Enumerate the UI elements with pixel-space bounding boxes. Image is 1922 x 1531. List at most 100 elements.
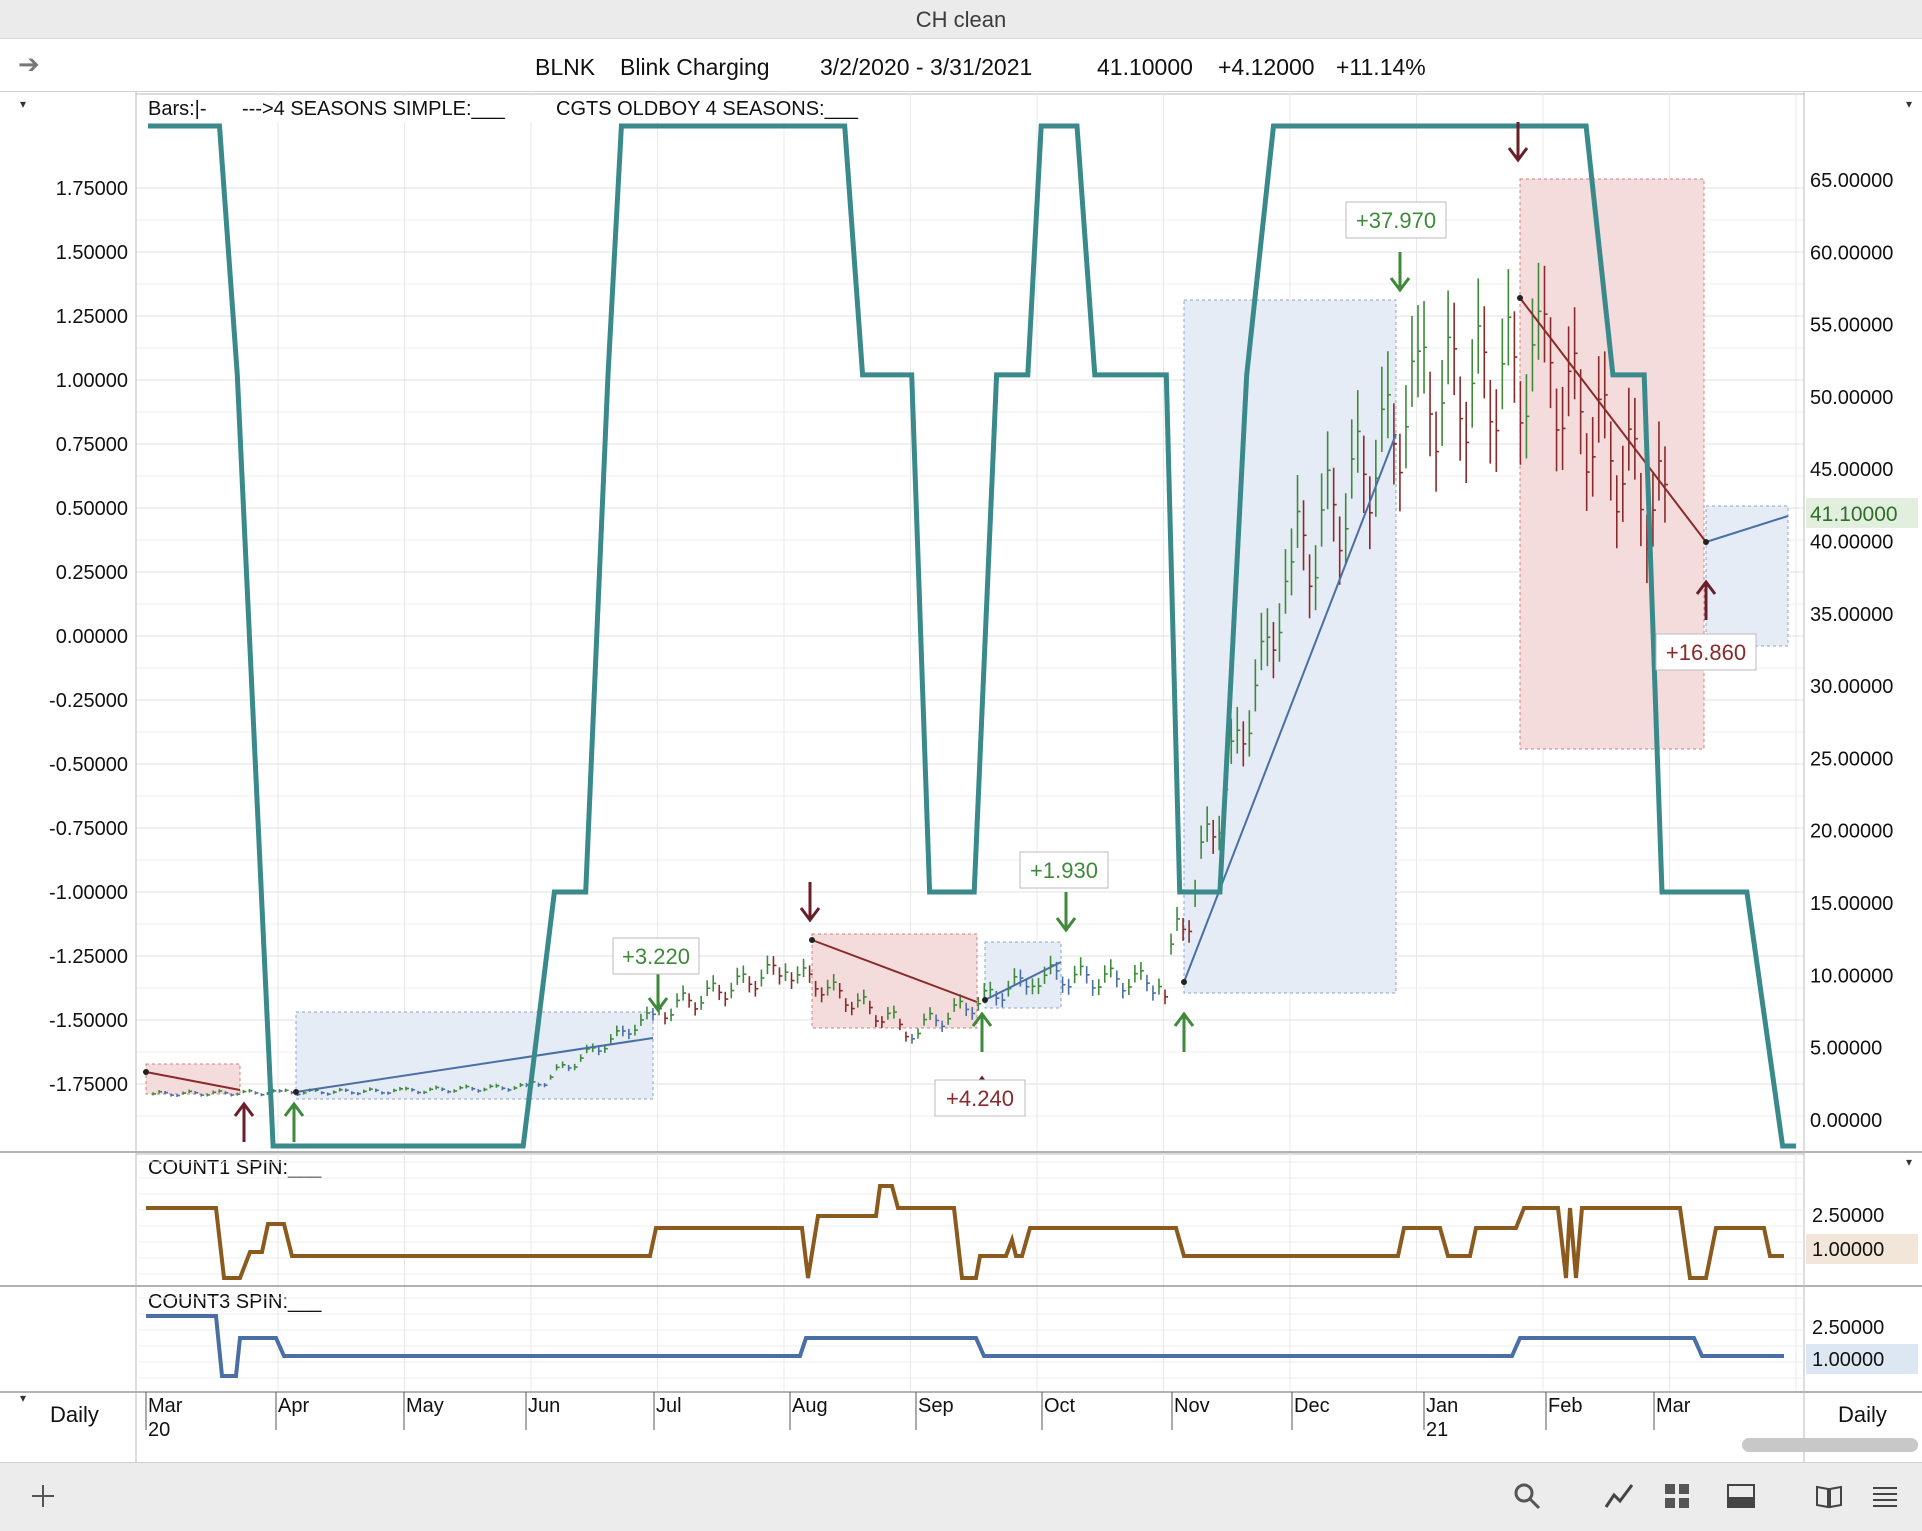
trend-point	[293, 1089, 299, 1095]
symbol-info-bar: ➔ BLNK Blink Charging 3/2/2020 - 3/31/20…	[0, 39, 1922, 92]
xaxis-menu-icon[interactable]: ▾	[20, 1391, 26, 1405]
arrow-head	[1055, 917, 1077, 933]
trade-label-1: +3.220	[612, 937, 700, 975]
menu-icon[interactable]	[1870, 1481, 1900, 1511]
x-tick-label: Jul	[656, 1395, 682, 1417]
right-tick-label: 30.00000	[1810, 676, 1893, 698]
count1-spin-line	[146, 1184, 1784, 1280]
signal-arrows	[233, 122, 1717, 1142]
search-icon[interactable]	[1512, 1481, 1542, 1511]
right-tick-label: 25.00000	[1810, 748, 1893, 770]
signal-arrow-icon	[1507, 122, 1529, 163]
x-tick-label: Jan	[1426, 1395, 1458, 1417]
left-tick-label: 0.25000	[56, 562, 128, 584]
trend-line	[811, 939, 978, 1003]
x-tick-label: Nov	[1174, 1395, 1210, 1417]
arrow-head	[283, 1101, 305, 1117]
company-name: Blink Charging	[620, 54, 770, 80]
x-tick-label: Apr	[278, 1395, 309, 1417]
panel-layout-icon[interactable]	[1726, 1481, 1756, 1511]
trend-point	[982, 997, 988, 1003]
horizontal-scrollbar[interactable]	[1742, 1438, 1918, 1452]
grid-layout-icon[interactable]	[1662, 1481, 1692, 1511]
legend-4-seasons-simple[interactable]: --->4 SEASONS SIMPLE:___	[242, 98, 506, 120]
x-tick-label: Aug	[792, 1395, 828, 1417]
trend-line	[1519, 297, 1707, 543]
current-price-label: 41.10000	[1810, 503, 1898, 526]
x-tick-label: Mar	[1656, 1395, 1691, 1417]
trade-label-2-text: +4.240	[946, 1086, 1014, 1111]
legend-bg	[142, 96, 882, 122]
trend-line	[984, 961, 1062, 1001]
left-tick-label: 1.50000	[56, 242, 128, 264]
trend-point	[1517, 295, 1523, 301]
arrow-head	[1389, 277, 1411, 293]
signal-arrow-icon	[647, 972, 669, 1013]
trade-label-2: +4.240	[934, 1079, 1026, 1117]
x-tick-label: Dec	[1294, 1395, 1330, 1417]
x-tick-label: Mar	[148, 1395, 183, 1417]
add-icon[interactable]	[28, 1481, 58, 1511]
count3-tick-high: 2.50000	[1812, 1317, 1884, 1339]
period-right[interactable]: Daily	[1838, 1402, 1887, 1427]
count1-menu-icon[interactable]: ▾	[1906, 1155, 1912, 1169]
count3-value-tag	[1806, 1344, 1918, 1374]
left-tick-label: 1.25000	[56, 306, 128, 328]
trend-point	[1181, 979, 1187, 985]
x-tick-label: Jun	[528, 1395, 560, 1417]
right-tick-label: 10.00000	[1810, 965, 1893, 987]
chart-line-icon[interactable]	[1604, 1481, 1634, 1511]
arrow-head	[1507, 147, 1529, 163]
price-bars	[152, 262, 1668, 1097]
panel-menu-icon[interactable]: ▾	[20, 97, 26, 111]
right-tick-label: 0.00000	[1810, 1110, 1882, 1132]
trade-label-4: +37.970	[1345, 201, 1447, 239]
x-tick-year: 21	[1426, 1419, 1448, 1441]
left-tick-label: 1.00000	[56, 370, 128, 392]
signal-arrow-icon	[1389, 252, 1411, 293]
trade-label-3: +1.930	[1019, 851, 1109, 889]
panel-menu-right-icon[interactable]: ▾	[1906, 97, 1912, 111]
trade-box-5	[1183, 299, 1397, 994]
trade-label-1-text: +3.220	[622, 944, 690, 969]
forward-arrow-icon[interactable]: ➔	[18, 49, 40, 79]
current-price-tag	[1806, 498, 1918, 528]
trade-box-1	[145, 1063, 241, 1095]
x-tick-label: Oct	[1044, 1395, 1076, 1417]
count1-value-tag	[1806, 1234, 1918, 1264]
trend-point	[809, 937, 815, 943]
left-axis-ticks: 1.75000 1.50000 1.25000 1.00000 0.75000 0.500…	[49, 178, 128, 1096]
trade-label-5-text: +16.860	[1666, 640, 1746, 665]
trend-line	[145, 1071, 241, 1091]
percent-change: +11.14%	[1336, 54, 1426, 80]
left-tick-label: -1.50000	[49, 1010, 128, 1032]
ticker-symbol[interactable]: BLNK	[535, 54, 596, 80]
right-tick-label: 65.00000	[1810, 170, 1893, 192]
right-axis-ticks: 65.00000 60.00000 55.00000 50.00000 45.00000…	[1810, 170, 1893, 1132]
last-price: 41.10000	[1097, 54, 1193, 80]
period-left[interactable]: Daily	[50, 1402, 99, 1427]
count1-title[interactable]: COUNT1 SPIN:___	[148, 1157, 322, 1179]
x-tick-label: May	[406, 1395, 444, 1417]
arrow-head	[233, 1101, 255, 1117]
left-tick-label: -1.75000	[49, 1074, 128, 1096]
price-change: +4.12000	[1218, 54, 1315, 80]
signal-arrow-icon	[1695, 579, 1717, 620]
right-tick-label: 60.00000	[1810, 242, 1893, 264]
left-tick-label: 0.50000	[56, 498, 128, 520]
count3-title[interactable]: COUNT3 SPIN:___	[148, 1291, 322, 1313]
trade-box-2	[295, 1011, 654, 1100]
book-icon[interactable]	[1814, 1481, 1844, 1511]
arrow-head	[1695, 579, 1717, 595]
right-tick-label: 20.00000	[1810, 821, 1893, 843]
legend-cgts-oldboy[interactable]: CGTS OLDBOY 4 SEASONS:___	[556, 98, 859, 120]
trend-line	[1705, 515, 1789, 543]
window-titlebar: CH clean	[0, 0, 1922, 39]
signal-arrow-icon	[233, 1101, 255, 1142]
signal-arrow-icon	[799, 882, 821, 923]
arrow-head	[799, 907, 821, 923]
date-range: 3/2/2020 - 3/31/2021	[820, 54, 1033, 80]
legend-bars[interactable]: Bars:|-	[148, 98, 207, 120]
price-chart[interactable]: +3.220 +4.240 +1.930 +37.970 +16.860 Bar…	[0, 92, 1922, 1462]
